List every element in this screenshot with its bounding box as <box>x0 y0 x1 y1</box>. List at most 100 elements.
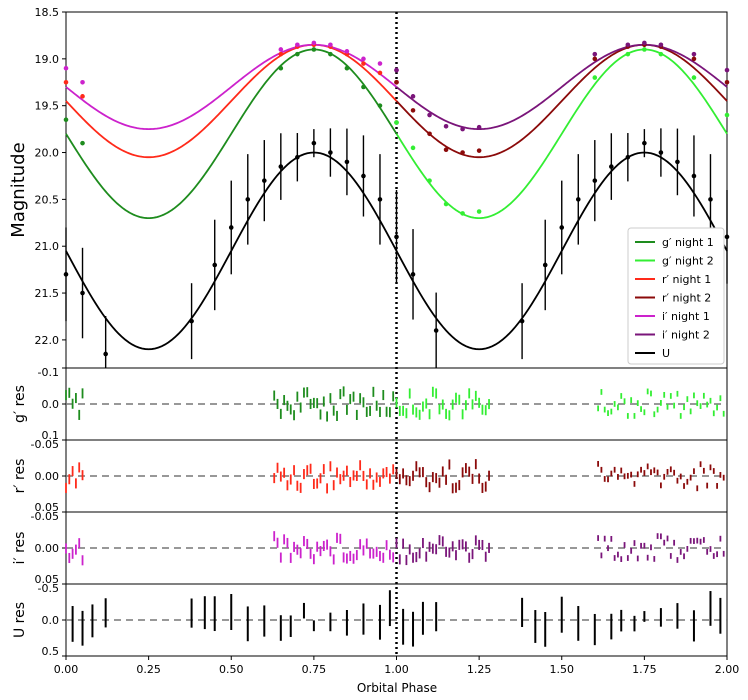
data-point <box>63 117 69 123</box>
data-point <box>311 40 317 46</box>
legend-label: U <box>662 347 670 360</box>
model-curve <box>395 43 728 159</box>
model-curve <box>65 48 398 220</box>
data-point <box>311 140 317 146</box>
data-point <box>80 290 85 296</box>
data-point <box>427 131 432 137</box>
data-point <box>691 75 697 80</box>
legend-box <box>627 227 725 365</box>
y-tick-label: 0.00 <box>35 470 60 483</box>
data-point <box>433 328 439 333</box>
data-point <box>519 318 525 324</box>
data-point <box>592 178 598 183</box>
data-point <box>377 103 383 108</box>
data-point <box>476 124 482 130</box>
data-point <box>724 79 730 85</box>
legend-label: i′ night 2 <box>662 329 710 342</box>
legend-label: r′ night 1 <box>662 273 711 286</box>
residual-y-axis-title: U res <box>12 602 28 638</box>
data-point <box>344 65 350 71</box>
data-point <box>443 201 449 207</box>
data-point <box>278 164 284 169</box>
residual-y-axis-title: r′ res <box>12 459 28 494</box>
data-point <box>658 42 664 48</box>
x-tick-label: 0.25 <box>136 663 161 676</box>
x-tick-label: 0.75 <box>302 663 327 676</box>
data-point <box>658 51 664 57</box>
y-tick-label: -0.5 <box>38 582 59 595</box>
y-tick-label: 0.05 <box>35 573 60 586</box>
y-tick-label: 0.1 <box>42 429 60 442</box>
residual-y-axis-title: g′ res <box>12 385 28 423</box>
data-point <box>642 140 647 146</box>
data-point <box>708 197 713 202</box>
data-point <box>295 51 300 57</box>
data-point <box>63 272 69 277</box>
y-tick-label: -0.05 <box>31 438 59 451</box>
residual-y-axis-title: i′ res <box>12 532 28 565</box>
model-curve <box>65 43 398 159</box>
data-point <box>278 47 284 52</box>
data-point <box>625 51 631 57</box>
y-tick-label: 19.5 <box>35 100 60 113</box>
y-tick-label: -0.1 <box>38 366 59 379</box>
data-point <box>625 42 631 48</box>
data-point <box>410 272 416 277</box>
data-point <box>724 234 730 240</box>
data-point <box>658 150 664 155</box>
data-point <box>328 150 333 155</box>
data-point <box>377 61 383 66</box>
data-point <box>691 51 697 57</box>
data-point <box>559 225 565 230</box>
data-point <box>542 262 548 268</box>
data-point <box>361 84 366 90</box>
data-point <box>691 173 697 179</box>
data-point <box>427 112 432 118</box>
data-point <box>410 145 416 151</box>
data-point <box>103 351 108 357</box>
main-y-axis-title: Magnitude <box>8 142 29 237</box>
x-tick-label: 1.25 <box>467 663 492 676</box>
x-tick-label: 1.00 <box>384 663 409 676</box>
data-point <box>625 154 631 160</box>
y-tick-label: 19.0 <box>35 53 60 66</box>
data-point <box>262 178 267 183</box>
data-point <box>278 51 284 57</box>
y-tick-label: 0.0 <box>42 398 60 411</box>
x-tick-label: 0.00 <box>54 663 79 676</box>
data-point <box>394 67 399 73</box>
data-point <box>592 51 598 57</box>
data-point <box>642 47 647 52</box>
x-tick-label: 2.00 <box>715 663 740 676</box>
x-tick-label: 1.75 <box>632 663 657 676</box>
data-point <box>691 56 697 62</box>
data-point <box>63 65 69 71</box>
data-point <box>476 148 482 153</box>
legend-label: r′ night 2 <box>662 292 711 305</box>
data-point <box>189 318 194 324</box>
data-point <box>460 211 465 216</box>
data-point <box>724 112 730 118</box>
x-axis-title: Orbital Phase <box>357 681 437 695</box>
legend-label: g′ night 1 <box>662 236 714 249</box>
data-point <box>361 173 366 179</box>
y-tick-label: 20.0 <box>35 147 60 160</box>
data-point <box>311 47 317 52</box>
data-point <box>394 234 399 240</box>
y-tick-label: 22.0 <box>35 334 60 347</box>
data-point <box>642 40 647 46</box>
y-tick-label: 0.5 <box>42 645 60 658</box>
data-point <box>295 154 300 160</box>
data-point <box>228 225 234 230</box>
data-point <box>63 79 69 85</box>
y-tick-label: 18.5 <box>35 6 60 19</box>
plot-panels: 18.5 19.0 19.5 20.0 20.5 21.0 21.5 22.0 Magnitud… <box>8 6 739 676</box>
data-point <box>361 61 366 66</box>
data-point <box>80 94 85 99</box>
data-point <box>410 94 416 99</box>
data-point <box>80 140 85 146</box>
y-tick-label: 0.00 <box>35 542 60 555</box>
data-point <box>575 197 581 202</box>
data-point <box>427 178 432 183</box>
data-point <box>724 67 730 73</box>
